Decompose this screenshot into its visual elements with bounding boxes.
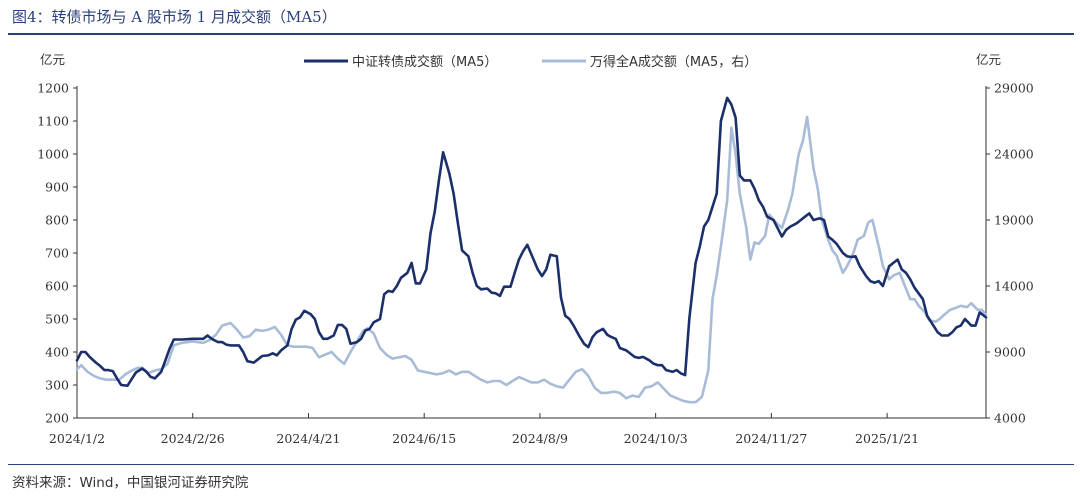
figure-title: 图4：转债市场与 A 股市场 1 月成交额（MA5）	[12, 8, 337, 26]
x-tick-label: 2024/8/9	[512, 431, 568, 446]
x-tick-label: 2024/1/2	[49, 431, 105, 446]
x-tick-label: 2024/11/27	[735, 431, 807, 446]
y-tick-label-left: 400	[45, 345, 69, 360]
x-tick-label: 2025/1/21	[855, 431, 919, 446]
y-tick-label-left: 200	[45, 411, 69, 426]
plot-area	[75, 96, 988, 404]
series-line-wind-a-turnover	[75, 115, 988, 404]
y-axis-label-left: 亿元	[40, 52, 65, 67]
legend-label-secondary: 万得全A成交额（MA5，右）	[590, 54, 757, 70]
series-line-cb-turnover	[75, 96, 988, 387]
x-tick-label: 2024/4/21	[276, 431, 340, 446]
x-tick-label: 2024/6/15	[392, 431, 456, 446]
y-tick-label-left: 900	[45, 180, 69, 195]
y-tick-label-right: 29000	[994, 81, 1034, 96]
x-tick-label: 2024/10/3	[624, 431, 688, 446]
y-tick-label-right: 24000	[994, 147, 1034, 162]
y-tick-label-right: 19000	[994, 213, 1034, 228]
y-tick-label-left: 1100	[37, 114, 69, 129]
y-tick-label-left: 1000	[37, 147, 69, 162]
chart: 亿元 亿元 中证转债成交额（MA5） 万得全A成交额（MA5，右） 200 300…	[37, 52, 1034, 447]
y-tick-label-right: 14000	[994, 279, 1034, 294]
y-tick-label-left: 700	[45, 246, 69, 261]
footer-rule	[8, 464, 1074, 465]
y-tick-label-right: 9000	[994, 345, 1026, 360]
axes: 200 300 400 500 600 700 800 900 1000 1100 1200 4000…	[37, 81, 1034, 447]
y-axis-label-right: 亿元	[976, 52, 1001, 67]
y-tick-label-left: 1200	[37, 81, 69, 96]
y-tick-label-right: 4000	[994, 411, 1026, 426]
legend: 中证转债成交额（MA5） 万得全A成交额（MA5，右）	[304, 54, 757, 70]
y-tick-label-left: 800	[45, 213, 69, 228]
legend-label-primary: 中证转债成交额（MA5）	[352, 54, 497, 70]
y-tick-label-left: 500	[45, 312, 69, 327]
y-tick-label-left: 600	[45, 279, 69, 294]
y-tick-label-left: 300	[45, 378, 69, 393]
source-note: 资料来源：Wind，中国银河证券研究院	[12, 475, 249, 491]
title-rule	[8, 33, 1074, 35]
x-tick-label: 2024/2/26	[161, 431, 225, 446]
